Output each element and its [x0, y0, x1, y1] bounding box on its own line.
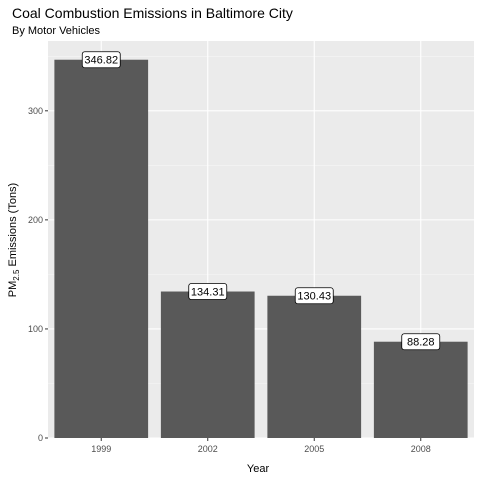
x-tick-label: 2008 [411, 444, 431, 454]
bar-2005 [267, 295, 362, 438]
data-label: 130.43 [297, 291, 331, 303]
data-label-box [81, 51, 121, 69]
x-axis: 1999 2002 2005 2008 [91, 438, 431, 454]
data-label: 346.82 [84, 55, 118, 67]
y-tick-label: 200 [28, 215, 43, 225]
data-label: 88.28 [407, 337, 435, 349]
y-axis-title: PM2.5 Emissions (Tons) [7, 183, 21, 297]
y-tick-label: 100 [28, 324, 43, 334]
x-tick-label: 1999 [91, 444, 111, 454]
y-axis-title-subscript: 2.5 [12, 269, 21, 281]
y-axis: 0 100 200 300 [28, 106, 48, 443]
bar-2002 [160, 291, 255, 438]
data-labels: 346.82 134.31 130.43 88.28 [81, 51, 441, 351]
x-tick-label: 2002 [198, 444, 218, 454]
bars [54, 59, 468, 439]
chart-title: Coal Combustion Emissions in Baltimore C… [12, 5, 293, 21]
y-tick-label: 0 [38, 433, 43, 443]
bar-1999 [54, 59, 149, 439]
y-axis-title-suffix: Emissions (Tons) [7, 183, 19, 270]
data-label-box [188, 283, 228, 300]
chart-subtitle: By Motor Vehicles [12, 25, 101, 37]
data-label: 134.31 [191, 287, 225, 299]
x-tick-label: 2005 [304, 444, 324, 454]
bar-2008 [373, 341, 468, 438]
data-label-box [401, 333, 441, 351]
y-tick-label: 300 [28, 106, 43, 116]
x-axis-title: Year [247, 463, 270, 475]
y-axis-title-prefix: PM [7, 281, 19, 298]
data-label-box [294, 287, 334, 305]
